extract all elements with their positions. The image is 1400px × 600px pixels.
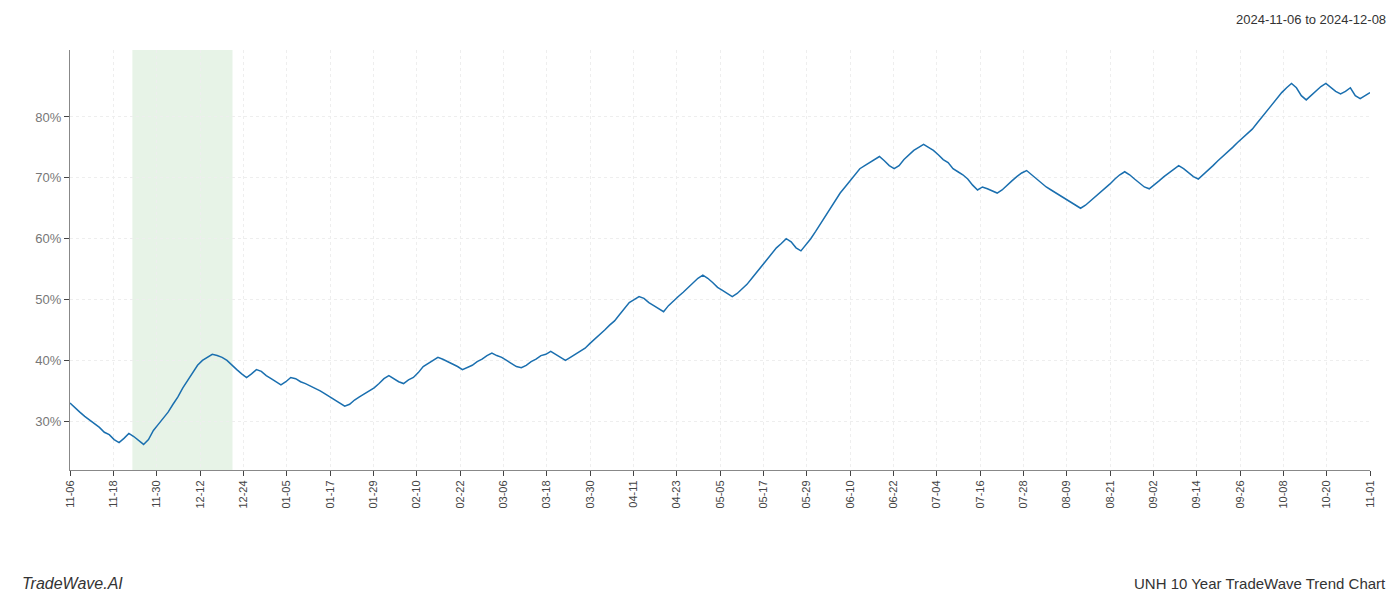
svg-text:70%: 70% bbox=[35, 170, 61, 185]
svg-text:02-22: 02-22 bbox=[454, 480, 466, 508]
svg-text:07-04: 07-04 bbox=[930, 480, 942, 508]
svg-text:07-16: 07-16 bbox=[974, 480, 986, 508]
svg-text:06-10: 06-10 bbox=[844, 480, 856, 508]
svg-text:12-24: 12-24 bbox=[237, 480, 249, 508]
svg-text:2024-11-06 to 2024-12-08: 2024-11-06 to 2024-12-08 bbox=[1236, 12, 1386, 27]
svg-text:04-11: 04-11 bbox=[627, 480, 639, 507]
svg-text:60%: 60% bbox=[35, 231, 61, 246]
svg-text:02-10: 02-10 bbox=[410, 480, 422, 508]
svg-text:05-17: 05-17 bbox=[757, 480, 769, 508]
svg-text:01-29: 01-29 bbox=[367, 480, 379, 508]
svg-text:11-01: 11-01 bbox=[1364, 480, 1376, 507]
svg-text:11-18: 11-18 bbox=[107, 480, 119, 507]
svg-text:10-08: 10-08 bbox=[1277, 480, 1289, 508]
svg-text:01-05: 01-05 bbox=[280, 480, 292, 508]
svg-text:03-18: 03-18 bbox=[540, 480, 552, 508]
svg-text:40%: 40% bbox=[35, 353, 61, 368]
svg-text:06-22: 06-22 bbox=[887, 480, 899, 508]
svg-text:UNH 10 Year TradeWave Trend Ch: UNH 10 Year TradeWave Trend Chart bbox=[1134, 575, 1386, 592]
svg-text:08-21: 08-21 bbox=[1104, 480, 1116, 508]
svg-text:05-05: 05-05 bbox=[714, 480, 726, 508]
svg-text:50%: 50% bbox=[35, 292, 61, 307]
svg-text:TradeWave.AI: TradeWave.AI bbox=[22, 575, 123, 592]
svg-text:09-02: 09-02 bbox=[1147, 480, 1159, 508]
svg-text:12-12: 12-12 bbox=[194, 480, 206, 508]
svg-text:08-09: 08-09 bbox=[1060, 480, 1072, 508]
svg-text:80%: 80% bbox=[35, 110, 61, 125]
svg-text:11-06: 11-06 bbox=[64, 480, 76, 507]
svg-text:11-30: 11-30 bbox=[150, 480, 162, 507]
svg-text:05-29: 05-29 bbox=[800, 480, 812, 508]
svg-text:01-17: 01-17 bbox=[324, 480, 336, 508]
svg-text:03-30: 03-30 bbox=[584, 480, 596, 508]
svg-text:09-14: 09-14 bbox=[1190, 480, 1202, 508]
svg-text:09-26: 09-26 bbox=[1234, 480, 1246, 508]
svg-text:04-23: 04-23 bbox=[670, 480, 682, 508]
svg-text:30%: 30% bbox=[35, 414, 61, 429]
svg-text:10-20: 10-20 bbox=[1320, 480, 1332, 508]
svg-text:03-06: 03-06 bbox=[497, 480, 509, 508]
svg-text:07-28: 07-28 bbox=[1017, 480, 1029, 508]
